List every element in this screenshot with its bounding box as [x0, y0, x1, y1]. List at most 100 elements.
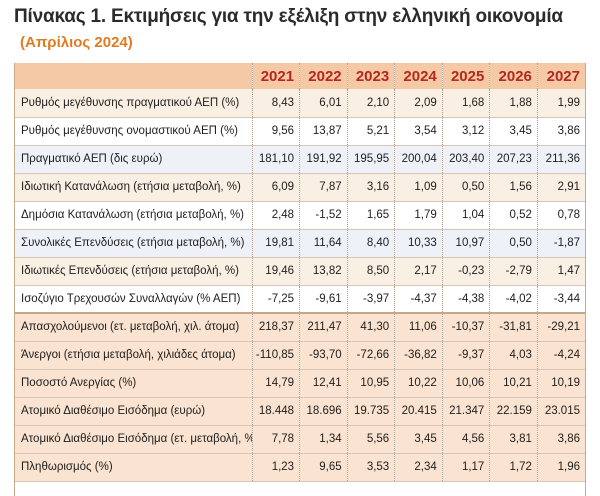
table-cell: 10,33 — [394, 229, 443, 257]
table-cell: 1,34 — [299, 425, 348, 453]
table-cell: 3,54 — [394, 117, 443, 145]
forecast-table-container: 2021 2022 2023 2024 2025 2026 2027 Ρυθμός μεγέ… — [14, 63, 586, 496]
table-cell: 181,10 — [251, 145, 300, 173]
table-cell: 195,95 — [346, 145, 395, 173]
table-cell: 3,16 — [346, 173, 395, 201]
table-row: Ποσοστό Ανεργίας (%) 14,79 12,41 10,95 10,22… — [15, 369, 585, 397]
row-label: Πληθωρισμός (%) — [15, 453, 253, 481]
table-row: Ιδιωτικές Επενδύσεις (ετήσια μεταβολή, %… — [15, 257, 585, 285]
row-label: Ιδιωτικές Επενδύσεις (ετήσια μεταβολή, %… — [15, 257, 253, 285]
table-cell: -31,81 — [489, 313, 538, 341]
table-header-corner — [15, 63, 253, 89]
table-cell: -36,82 — [394, 341, 443, 369]
table-cell: 10,95 — [346, 369, 395, 397]
table-cell: 10,06 — [441, 369, 490, 397]
table-row: Ιδιωτική Κατανάλωση (ετήσια μεταβολή, %)… — [15, 173, 585, 201]
table-cell: 19,46 — [251, 257, 300, 285]
year-header-2023: 2023 — [346, 63, 395, 89]
table-cell: 6,01 — [299, 89, 348, 117]
table-cell: -4,37 — [394, 285, 443, 313]
table-cell: -0,23 — [441, 257, 490, 285]
table-cell: 10,22 — [394, 369, 443, 397]
table-cell: 211,36 — [536, 145, 585, 173]
row-label: Άνεργοι (ετήσια μεταβολή, χιλιάδες άτομα… — [15, 341, 253, 369]
table-cell: 1,17 — [441, 453, 490, 481]
table-cell: 1,99 — [536, 89, 585, 117]
table-cell: -4,24 — [536, 341, 585, 369]
table-cell: 10,97 — [441, 229, 490, 257]
table-cell: -1,87 — [536, 229, 585, 257]
table-cell: 12,41 — [299, 369, 348, 397]
table-cell: 211,47 — [299, 313, 348, 341]
table-cell: 1,96 — [536, 453, 585, 481]
year-header-2021: 2021 — [251, 63, 300, 89]
row-label: Ιδιωτική Κατανάλωση (ετήσια μεταβολή, %) — [15, 173, 253, 201]
table-row: Απασχολούμενοι (ετ. μεταβολή, χιλ. άτομα… — [15, 313, 585, 341]
table-cell: 0,78 — [536, 201, 585, 229]
table-cell: 4,03 — [489, 341, 538, 369]
table-cell: 1,88 — [489, 89, 538, 117]
table-cell: -1,52 — [299, 201, 348, 229]
row-label: Συνολικές Επενδύσεις (ετήσια μεταβολή, %… — [15, 229, 253, 257]
table-row: Ισοζύγιο Τρεχουσών Συναλλαγών (% ΑΕΠ) -7,… — [15, 285, 585, 313]
row-label: Ρυθμός μεγέθυνσης πραγματικού ΑΕΠ (%) — [15, 89, 253, 117]
table-cell: -7,25 — [251, 285, 300, 313]
table-cell: 1,09 — [394, 173, 443, 201]
table-row: Πληθωρισμός (%) 1,23 9,65 3,53 2,34 1,17 1,72 1… — [15, 453, 585, 481]
table-cell: 22.159 — [489, 397, 538, 425]
table-cell: -2,79 — [489, 257, 538, 285]
table-cell: 1,79 — [394, 201, 443, 229]
table-cell: 207,23 — [489, 145, 538, 173]
year-header-2024: 2024 — [394, 63, 443, 89]
table-cell: 11,64 — [299, 229, 348, 257]
table-cell: 21.347 — [441, 397, 490, 425]
table-cell: 11,06 — [394, 313, 443, 341]
row-label: Ατομικό Διαθέσιμο Εισόδημα (ετ. μεταβολή… — [15, 425, 253, 453]
table-cell: -4,38 — [441, 285, 490, 313]
table-cell: -10,37 — [441, 313, 490, 341]
row-label: Πραγματικό ΑΕΠ (δις ευρώ) — [15, 145, 253, 173]
table-cell: 14,79 — [251, 369, 300, 397]
table-cell: 5,56 — [346, 425, 395, 453]
table-cell: 9,56 — [251, 117, 300, 145]
table-cell: 3,45 — [394, 425, 443, 453]
table-cell: 0,50 — [489, 229, 538, 257]
table-cell: 19,81 — [251, 229, 300, 257]
table-cell: -4,02 — [489, 285, 538, 313]
table-cell: 9,65 — [299, 453, 348, 481]
table-row: Συνολικές Επενδύσεις (ετήσια μεταβολή, %… — [15, 229, 585, 257]
row-label: Ισοζύγιο Τρεχουσών Συναλλαγών (% ΑΕΠ) — [15, 285, 253, 313]
table-cell: 13,87 — [299, 117, 348, 145]
table-row: Ρυθμός μεγέθυνσης πραγματικού ΑΕΠ (%) 8,4… — [15, 89, 585, 117]
table-cell: 10,21 — [489, 369, 538, 397]
table-header-row: 2021 2022 2023 2024 2025 2026 2027 — [15, 63, 585, 89]
table-cell: 2,91 — [536, 173, 585, 201]
table-row: Άνεργοι (ετήσια μεταβολή, χιλιάδες άτομα… — [15, 341, 585, 369]
table-body: Ρυθμός μεγέθυνσης πραγματικού ΑΕΠ (%) 8,4… — [15, 89, 585, 481]
table-cell: 3,81 — [489, 425, 538, 453]
table-cell: 0,50 — [441, 173, 490, 201]
page-subtitle: (Απρίλιος 2024) — [20, 34, 133, 51]
table-cell: -93,70 — [299, 341, 348, 369]
table-cell: 1,04 — [441, 201, 490, 229]
table-cell: -9,61 — [299, 285, 348, 313]
row-label: Ποσοστό Ανεργίας (%) — [15, 369, 253, 397]
table-cell: 41,30 — [346, 313, 395, 341]
table-cell: 2,48 — [251, 201, 300, 229]
table-cell: -9,37 — [441, 341, 490, 369]
table-cell: 1,68 — [441, 89, 490, 117]
table-cell: -3,97 — [346, 285, 395, 313]
table-cell: 2,10 — [346, 89, 395, 117]
table-row: Ρυθμός μεγέθυνσης ονομαστικού ΑΕΠ (%) 9,5… — [15, 117, 585, 145]
table-cell: 7,87 — [299, 173, 348, 201]
forecast-table: 2021 2022 2023 2024 2025 2026 2027 Ρυθμός μεγέ… — [15, 63, 585, 482]
table-cell: 3,45 — [489, 117, 538, 145]
table-cell: 8,50 — [346, 257, 395, 285]
table-cell: 18.696 — [299, 397, 348, 425]
table-row: Πραγματικό ΑΕΠ (δις ευρώ) 181,10 191,92 195… — [15, 145, 585, 173]
table-cell: 1,65 — [346, 201, 395, 229]
row-label: Απασχολούμενοι (ετ. μεταβολή, χιλ. άτομα… — [15, 313, 253, 341]
table-cell: 8,40 — [346, 229, 395, 257]
table-cell: -110,85 — [251, 341, 300, 369]
table-cell: 2,09 — [394, 89, 443, 117]
